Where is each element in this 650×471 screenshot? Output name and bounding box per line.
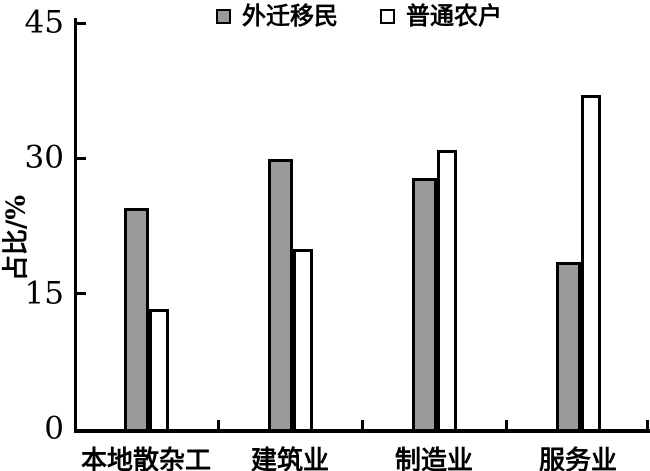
- bar-series1-cat0: [123, 208, 149, 429]
- bar-series1-cat2: [411, 178, 437, 429]
- legend: 外迁移民 普通农户: [216, 1, 502, 30]
- legend-swatch-icon: [216, 8, 231, 24]
- x-tick-mark-3: [504, 420, 508, 429]
- legend-item-1: 外迁移民: [216, 1, 338, 30]
- x-category-label-3: 服务业: [538, 446, 617, 471]
- x-category-label-2: 制造业: [394, 446, 473, 471]
- y-tick-label-30: 30: [24, 139, 64, 176]
- y-tick-label-15: 15: [24, 275, 64, 312]
- bar-series1-cat1: [267, 159, 293, 429]
- bar-series2-cat2: [436, 150, 457, 429]
- legend-swatch-icon: [380, 8, 395, 24]
- bar-series2-cat0: [148, 309, 169, 429]
- bar-series2-cat1: [292, 249, 313, 429]
- x-tick-mark-end: [646, 420, 649, 429]
- x-category-label-0: 本地散杂工: [80, 446, 211, 471]
- y-tick-label-0: 0: [44, 410, 64, 447]
- y-tick-label-45: 45: [24, 4, 64, 41]
- y-tick-mark-30: [77, 156, 86, 160]
- x-axis-line: [74, 429, 650, 433]
- x-tick-mark-2: [360, 420, 364, 429]
- y-tick-mark-45: [77, 21, 86, 25]
- legend-item-2: 普通农户: [380, 1, 502, 30]
- x-category-label-1: 建筑业: [250, 446, 329, 471]
- bar-series1-cat3: [555, 262, 581, 429]
- bar-series2-cat3: [580, 95, 601, 429]
- y-tick-mark-15: [77, 292, 86, 296]
- y-axis-line: [74, 18, 77, 433]
- legend-label: 外迁移民: [242, 1, 338, 30]
- legend-label: 普通农户: [406, 1, 502, 30]
- x-tick-mark-1: [216, 420, 220, 429]
